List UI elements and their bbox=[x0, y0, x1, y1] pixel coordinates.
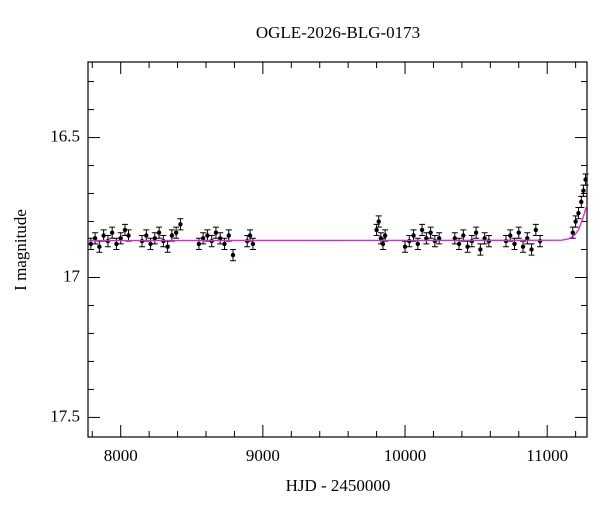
data-point bbox=[165, 244, 170, 249]
data-point bbox=[122, 227, 128, 233]
y-axis-label: I magnitude bbox=[11, 209, 30, 291]
x-axis-label: HJD - 2450000 bbox=[286, 476, 391, 495]
data-point bbox=[205, 233, 210, 238]
data-point bbox=[109, 230, 115, 235]
data-point bbox=[461, 233, 466, 238]
data-point bbox=[411, 233, 416, 238]
x-tick-label: 9000 bbox=[246, 446, 280, 465]
data-point bbox=[247, 233, 253, 238]
data-point bbox=[432, 238, 438, 244]
data-point bbox=[478, 247, 483, 252]
data-point bbox=[581, 188, 586, 193]
data-point bbox=[424, 236, 429, 241]
data-point bbox=[419, 227, 425, 233]
data-point bbox=[570, 230, 575, 235]
data-point bbox=[473, 230, 479, 235]
chart-title: OGLE-2026-BLG-0173 bbox=[256, 23, 420, 42]
data-point bbox=[382, 233, 388, 238]
data-point bbox=[583, 177, 588, 182]
data-point bbox=[415, 241, 421, 247]
data-point bbox=[92, 236, 98, 241]
y-tick-label: 16.5 bbox=[50, 126, 80, 145]
data-point bbox=[376, 219, 381, 224]
data-point bbox=[200, 236, 206, 241]
data-point bbox=[452, 236, 457, 241]
data-point bbox=[178, 222, 183, 227]
data-point bbox=[101, 233, 106, 238]
data-point bbox=[486, 238, 492, 244]
data-point bbox=[508, 233, 513, 238]
data-point bbox=[482, 236, 487, 241]
data-point bbox=[428, 230, 433, 235]
x-tick-label: 10000 bbox=[384, 446, 427, 465]
data-point bbox=[144, 233, 149, 238]
data-point bbox=[512, 241, 517, 247]
data-point bbox=[114, 241, 119, 247]
x-tick-label: 11000 bbox=[526, 446, 568, 465]
data-point bbox=[380, 241, 386, 247]
data-point bbox=[402, 244, 408, 249]
data-point bbox=[169, 233, 175, 238]
data-point bbox=[230, 252, 236, 258]
data-point bbox=[173, 230, 179, 235]
x-tick-label: 8000 bbox=[104, 446, 138, 465]
y-tick-label: 17.5 bbox=[50, 406, 80, 425]
data-point bbox=[88, 241, 94, 247]
data-point bbox=[537, 238, 543, 244]
data-point bbox=[576, 210, 581, 216]
data-point bbox=[456, 241, 462, 247]
data-point bbox=[126, 233, 131, 238]
data-point bbox=[97, 244, 102, 249]
data-point bbox=[213, 230, 219, 235]
data-point bbox=[573, 219, 578, 224]
model-line bbox=[87, 204, 588, 242]
data-point bbox=[196, 241, 202, 247]
data-point bbox=[156, 230, 162, 235]
data-point bbox=[148, 241, 153, 247]
data-point bbox=[118, 236, 123, 241]
data-point bbox=[529, 247, 534, 252]
data-point bbox=[218, 236, 223, 241]
data-point bbox=[520, 244, 526, 249]
data-point bbox=[226, 233, 231, 238]
data-point bbox=[222, 241, 227, 247]
data-point bbox=[465, 244, 470, 249]
data-point bbox=[516, 230, 521, 235]
data-point bbox=[525, 236, 530, 241]
data-point bbox=[250, 241, 256, 247]
data-point bbox=[579, 199, 584, 205]
data-point bbox=[152, 236, 158, 241]
data-point bbox=[469, 238, 475, 244]
data-point bbox=[374, 227, 379, 233]
data-point bbox=[533, 227, 539, 233]
y-tick-label: 17 bbox=[63, 266, 81, 285]
data-point bbox=[436, 236, 442, 241]
